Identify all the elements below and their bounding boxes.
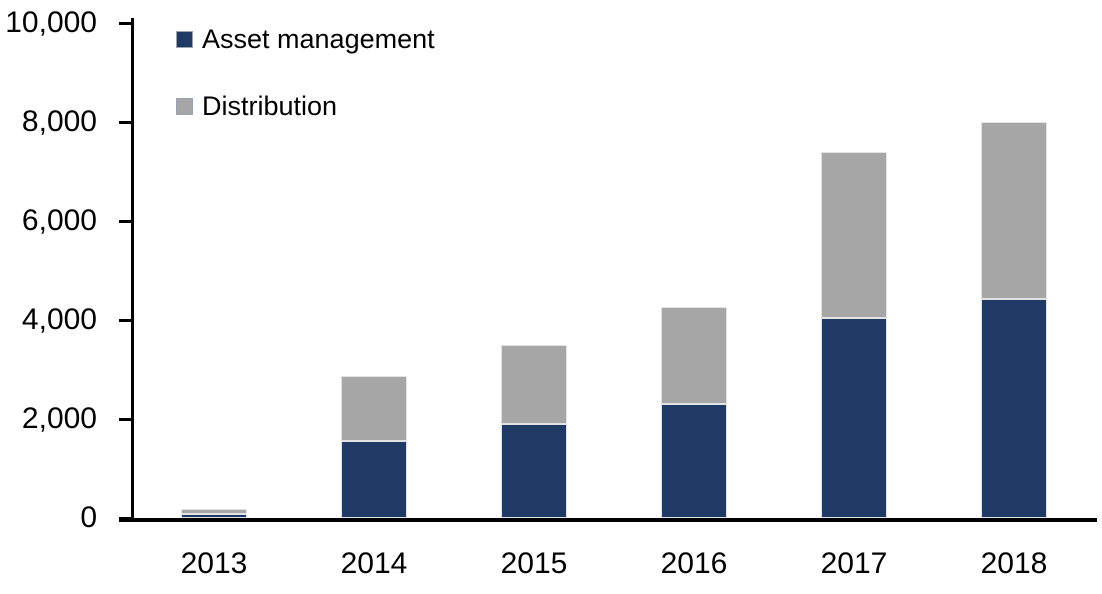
legend-swatch-distribution: [176, 98, 193, 115]
y-axis-tick: [119, 120, 134, 124]
bar-segment-distribution-2018: [981, 122, 1047, 299]
legend: Asset management Distribution: [176, 26, 435, 120]
bar-segment-asset-management-2017: [821, 318, 887, 518]
y-tick-label: 2,000: [21, 402, 97, 435]
bar-segment-distribution-2014: [341, 376, 407, 441]
bar-segment-asset-management-2016: [661, 404, 727, 518]
bar-segment-asset-management-2014: [341, 441, 407, 518]
bar-segment-asset-management-2015: [501, 424, 567, 518]
bar-segment-distribution-2013: [181, 509, 247, 514]
x-tick-label: 2013: [180, 547, 248, 580]
x-tick-label: 2017: [820, 547, 888, 580]
bar-segment-distribution-2016: [661, 307, 727, 404]
x-tick-label: 2014: [340, 547, 408, 580]
x-tick-label: 2018: [980, 547, 1048, 580]
y-axis-tick: [119, 219, 134, 223]
y-axis-line: [131, 18, 134, 522]
legend-item-distribution: Distribution: [176, 93, 435, 120]
legend-label-distribution: Distribution: [202, 91, 338, 121]
x-tick-label: 2016: [660, 547, 728, 580]
bar-segment-distribution-2017: [821, 152, 887, 318]
y-axis-tick: [119, 318, 134, 322]
legend-swatch-asset-management: [176, 31, 193, 48]
bar-segment-asset-management-2018: [981, 299, 1047, 518]
y-tick-label: 4,000: [21, 303, 97, 336]
y-tick-label: 0: [80, 501, 97, 534]
legend-label-asset-management: Asset management: [202, 24, 435, 54]
bar-segment-distribution-2015: [501, 345, 567, 424]
y-axis-tick: [119, 21, 134, 25]
legend-item-asset-management: Asset management: [176, 26, 435, 53]
y-axis-tick: [119, 417, 134, 421]
y-tick-label: 10,000: [5, 6, 97, 39]
y-tick-label: 8,000: [21, 105, 97, 138]
x-tick-label: 2015: [500, 547, 568, 580]
bar-segment-asset-management-2013: [181, 514, 247, 518]
y-tick-label: 6,000: [21, 204, 97, 237]
x-axis-line: [119, 518, 1097, 522]
y-axis-tick: [119, 516, 134, 520]
